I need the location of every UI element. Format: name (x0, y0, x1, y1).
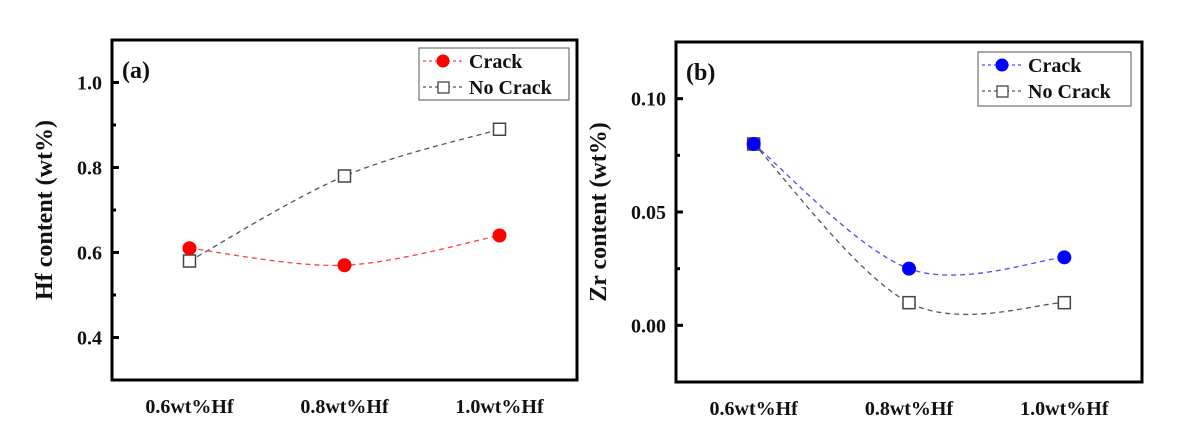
y-axis-label: Zr content (wt%) (586, 122, 612, 302)
legend-marker-square (437, 81, 450, 94)
x-tick-label: 1.0wt%Hf (1020, 398, 1109, 420)
data-point-crack (1057, 250, 1072, 265)
data-points (746, 137, 1072, 310)
data-point-no-crack (492, 122, 507, 136)
legend-label: No Crack (1028, 81, 1112, 103)
series-lines (753, 143, 1065, 316)
y-tick-label: 1.0 (77, 73, 102, 95)
x-ticks: 0.6wt%Hf 0.8wt%Hf 1.0wt%Hf (710, 398, 1109, 420)
plot-frame (110, 38, 579, 382)
data-point-no-crack (902, 295, 916, 310)
data-point-no-crack (1057, 295, 1072, 310)
legend-marker-square (996, 85, 1009, 98)
panel-label: (b) (686, 60, 715, 86)
x-tick-label: 0.8wt%Hf (865, 398, 954, 420)
y-ticks: 0.4 0.6 0.8 1.0 (77, 73, 119, 350)
series-line-crack (753, 143, 1065, 276)
data-point-crack (337, 258, 352, 273)
legend-label: Crack (1028, 55, 1082, 77)
y-tick-label: 0.00 (631, 315, 666, 337)
x-ticks: 0.6wt%Hf 0.8wt%Hf 1.0wt%Hf (145, 396, 544, 418)
data-points (182, 122, 507, 273)
legend-marker-circle (436, 54, 450, 68)
y-tick-label: 0.8 (77, 158, 102, 180)
legend-entry-crack: Crack (982, 55, 1082, 77)
legend-entry-no-crack: No Crack (423, 77, 553, 99)
legend-entry-no-crack: No Crack (982, 81, 1112, 103)
panel-label: (a) (122, 58, 150, 84)
data-point-crack (182, 241, 197, 256)
legend-label: No Crack (469, 77, 553, 99)
y-ticks: 0.00 0.05 0.10 (631, 89, 683, 337)
series-lines (189, 128, 500, 267)
y-tick-label: 0.05 (631, 202, 666, 224)
plot-frame (674, 40, 1144, 384)
x-tick-label: 1.0wt%Hf (455, 396, 544, 418)
data-point-crack (746, 137, 761, 151)
legend: Crack No Crack (418, 47, 570, 101)
data-point-crack (492, 228, 507, 243)
x-tick-label: 0.6wt%Hf (145, 396, 234, 418)
legend: Crack No Crack (977, 51, 1132, 107)
legend-marker-circle (995, 58, 1009, 72)
legend-entry-crack: Crack (423, 51, 523, 73)
series-line-no-crack (189, 128, 500, 262)
y-tick-label: 0.6 (77, 243, 102, 265)
data-point-crack (902, 261, 916, 276)
x-tick-label: 0.6wt%Hf (710, 398, 799, 420)
y-tick-label: 0.4 (77, 328, 102, 350)
y-tick-label: 0.10 (631, 89, 666, 111)
chart-panel-b: Zr content (wt%) (b) 0.00 0.05 0.10 0.6wt%… (586, 40, 1144, 420)
chart-panel-a: Hf content (wt%) (a) 0.4 0.6 0.8 1.0 0.6wt%… (32, 38, 579, 418)
data-point-no-crack (337, 169, 352, 183)
y-axis-label: Hf content (wt%) (32, 120, 58, 300)
data-point-no-crack (182, 254, 197, 268)
series-line-no-crack (753, 143, 1065, 316)
x-tick-label: 0.8wt%Hf (300, 396, 389, 418)
legend-label: Crack (469, 51, 523, 73)
